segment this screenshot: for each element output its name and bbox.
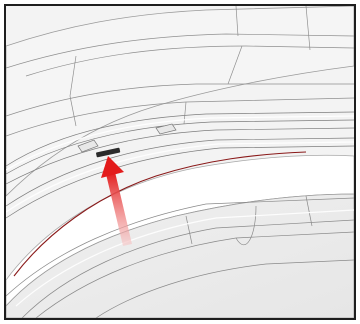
cad-3d-viewport[interactable]	[6, 6, 354, 318]
lower-ring-edges	[6, 195, 354, 318]
accent-edge	[13, 151, 307, 277]
step-detail	[77, 123, 177, 153]
edge-marker-icon[interactable]	[96, 147, 121, 158]
red-arrow-icon	[101, 156, 132, 246]
outer-ring-face	[6, 6, 354, 197]
model-viewport-frame	[4, 4, 356, 320]
